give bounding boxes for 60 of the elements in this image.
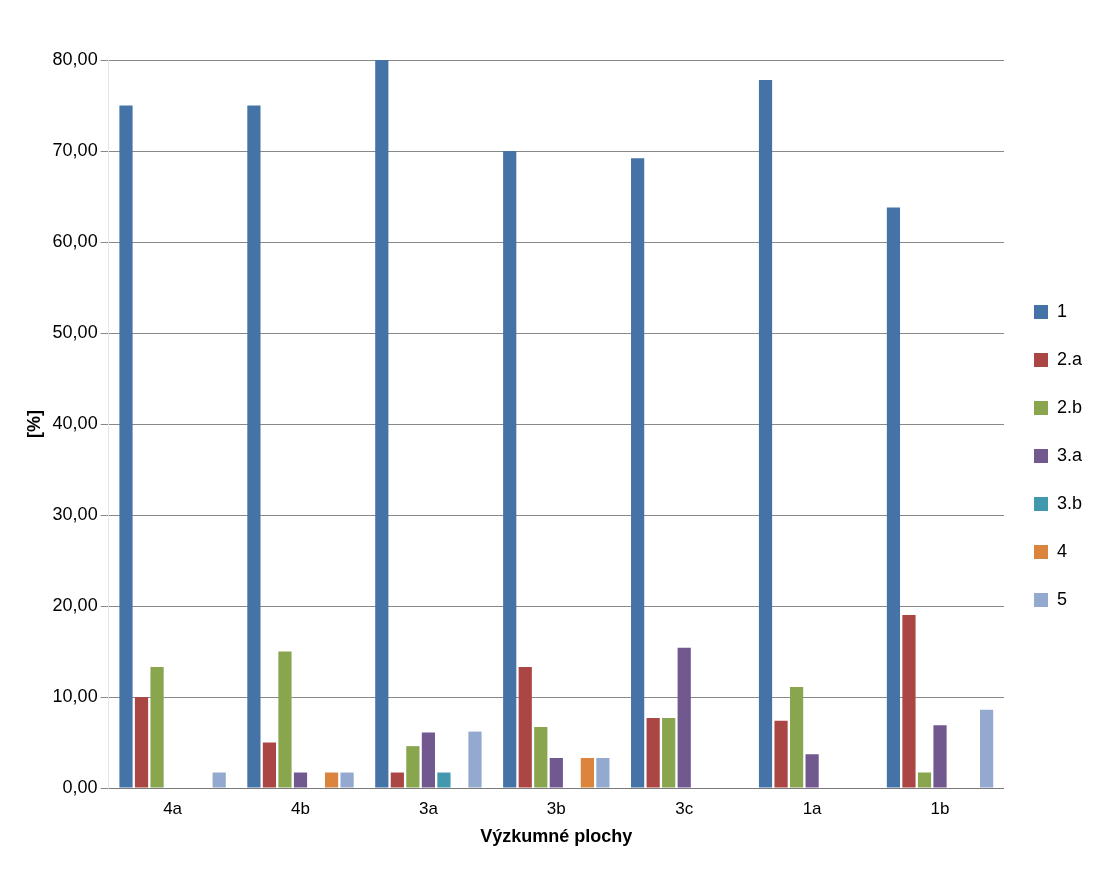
bar xyxy=(293,772,308,788)
bar xyxy=(805,754,819,788)
legend-label: 5 xyxy=(1056,588,1067,609)
x-tick-label: 3c xyxy=(675,798,694,818)
bar xyxy=(580,757,594,788)
y-tick-label: 30,00 xyxy=(52,503,98,524)
legend-label: 1 xyxy=(1056,300,1067,321)
y-tick-label: 80,00 xyxy=(52,48,98,69)
bar xyxy=(662,717,676,788)
legend-label: 3.a xyxy=(1056,444,1083,465)
bar xyxy=(758,80,773,788)
bar xyxy=(390,772,404,788)
bar xyxy=(789,686,804,788)
bar xyxy=(774,720,788,788)
bar xyxy=(212,772,226,788)
bar xyxy=(278,651,292,788)
y-tick-label: 20,00 xyxy=(52,594,98,615)
x-axis-title: Výzkumné plochy xyxy=(480,826,633,847)
bar xyxy=(437,772,451,788)
y-tick-label: 10,00 xyxy=(52,685,98,706)
bar xyxy=(596,757,610,788)
x-tick-label: 3a xyxy=(418,798,439,818)
x-tick-label: 1a xyxy=(802,798,823,818)
bar xyxy=(677,647,691,788)
x-tick-label: 4a xyxy=(163,798,183,818)
bar xyxy=(262,742,277,788)
bar xyxy=(119,105,133,788)
legend-label: 4 xyxy=(1056,540,1067,561)
bar xyxy=(247,105,261,788)
bar xyxy=(324,772,339,788)
bar xyxy=(340,772,354,788)
bar xyxy=(980,709,994,788)
bar xyxy=(631,158,645,788)
x-tick-label: 1b xyxy=(930,798,950,818)
bar xyxy=(902,615,916,788)
x-tick-label: 4b xyxy=(291,798,310,818)
y-tick-label: 40,00 xyxy=(52,412,98,433)
y-tick-label: 0,00 xyxy=(62,776,98,797)
y-tick-label: 50,00 xyxy=(52,321,98,342)
bar xyxy=(503,151,517,788)
bar xyxy=(134,697,149,788)
bar xyxy=(886,207,901,788)
y-axis-title: [%] xyxy=(23,410,44,438)
legend-label: 2.b xyxy=(1056,396,1083,417)
bar xyxy=(917,772,932,788)
bar xyxy=(375,60,389,788)
y-tick-label: 60,00 xyxy=(52,230,98,251)
bar xyxy=(646,717,660,788)
bar xyxy=(468,731,482,788)
bar xyxy=(421,732,436,788)
x-tick-label: 3b xyxy=(546,798,566,818)
bar xyxy=(549,757,563,788)
bar xyxy=(150,666,164,788)
legend-label: 2.a xyxy=(1056,348,1083,369)
bar xyxy=(406,746,420,788)
y-tick-label: 70,00 xyxy=(52,139,98,160)
bar xyxy=(933,725,947,788)
bar xyxy=(534,727,548,788)
legend-label: 3.b xyxy=(1056,492,1083,513)
bar xyxy=(518,666,532,788)
